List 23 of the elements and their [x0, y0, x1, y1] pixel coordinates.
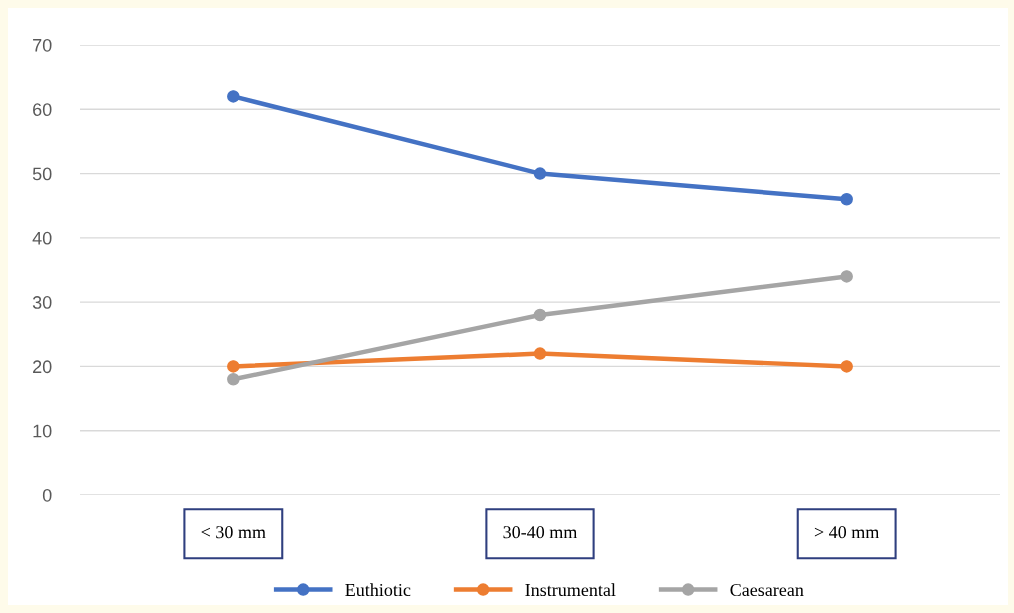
point — [227, 373, 240, 386]
y-tick-label: 40 — [32, 231, 52, 245]
y-tick-label: 0 — [42, 488, 52, 502]
point — [533, 347, 547, 360]
point — [227, 360, 240, 373]
point — [533, 308, 547, 322]
legend-label: Instrumental — [525, 583, 616, 597]
point — [840, 193, 853, 206]
point — [840, 270, 853, 283]
y-tick-label: 30 — [32, 296, 52, 309]
y-tick-label: 70 — [33, 38, 52, 52]
y-tick-label: 50 — [32, 167, 52, 181]
legend-label: Euthiotic — [345, 583, 411, 597]
point — [533, 167, 547, 180]
x-tick-label: < 30 mm — [201, 526, 266, 539]
x-tick-label: 30-40 mm — [503, 526, 578, 539]
y-tick-label: 20 — [33, 360, 52, 374]
legend-label: Caesarean — [730, 583, 804, 597]
x-tick-label: > 40 mm — [814, 526, 880, 539]
point — [840, 360, 853, 373]
y-tick-label: 10 — [33, 424, 52, 438]
y-tick-label: 60 — [33, 103, 52, 117]
point — [227, 90, 240, 103]
